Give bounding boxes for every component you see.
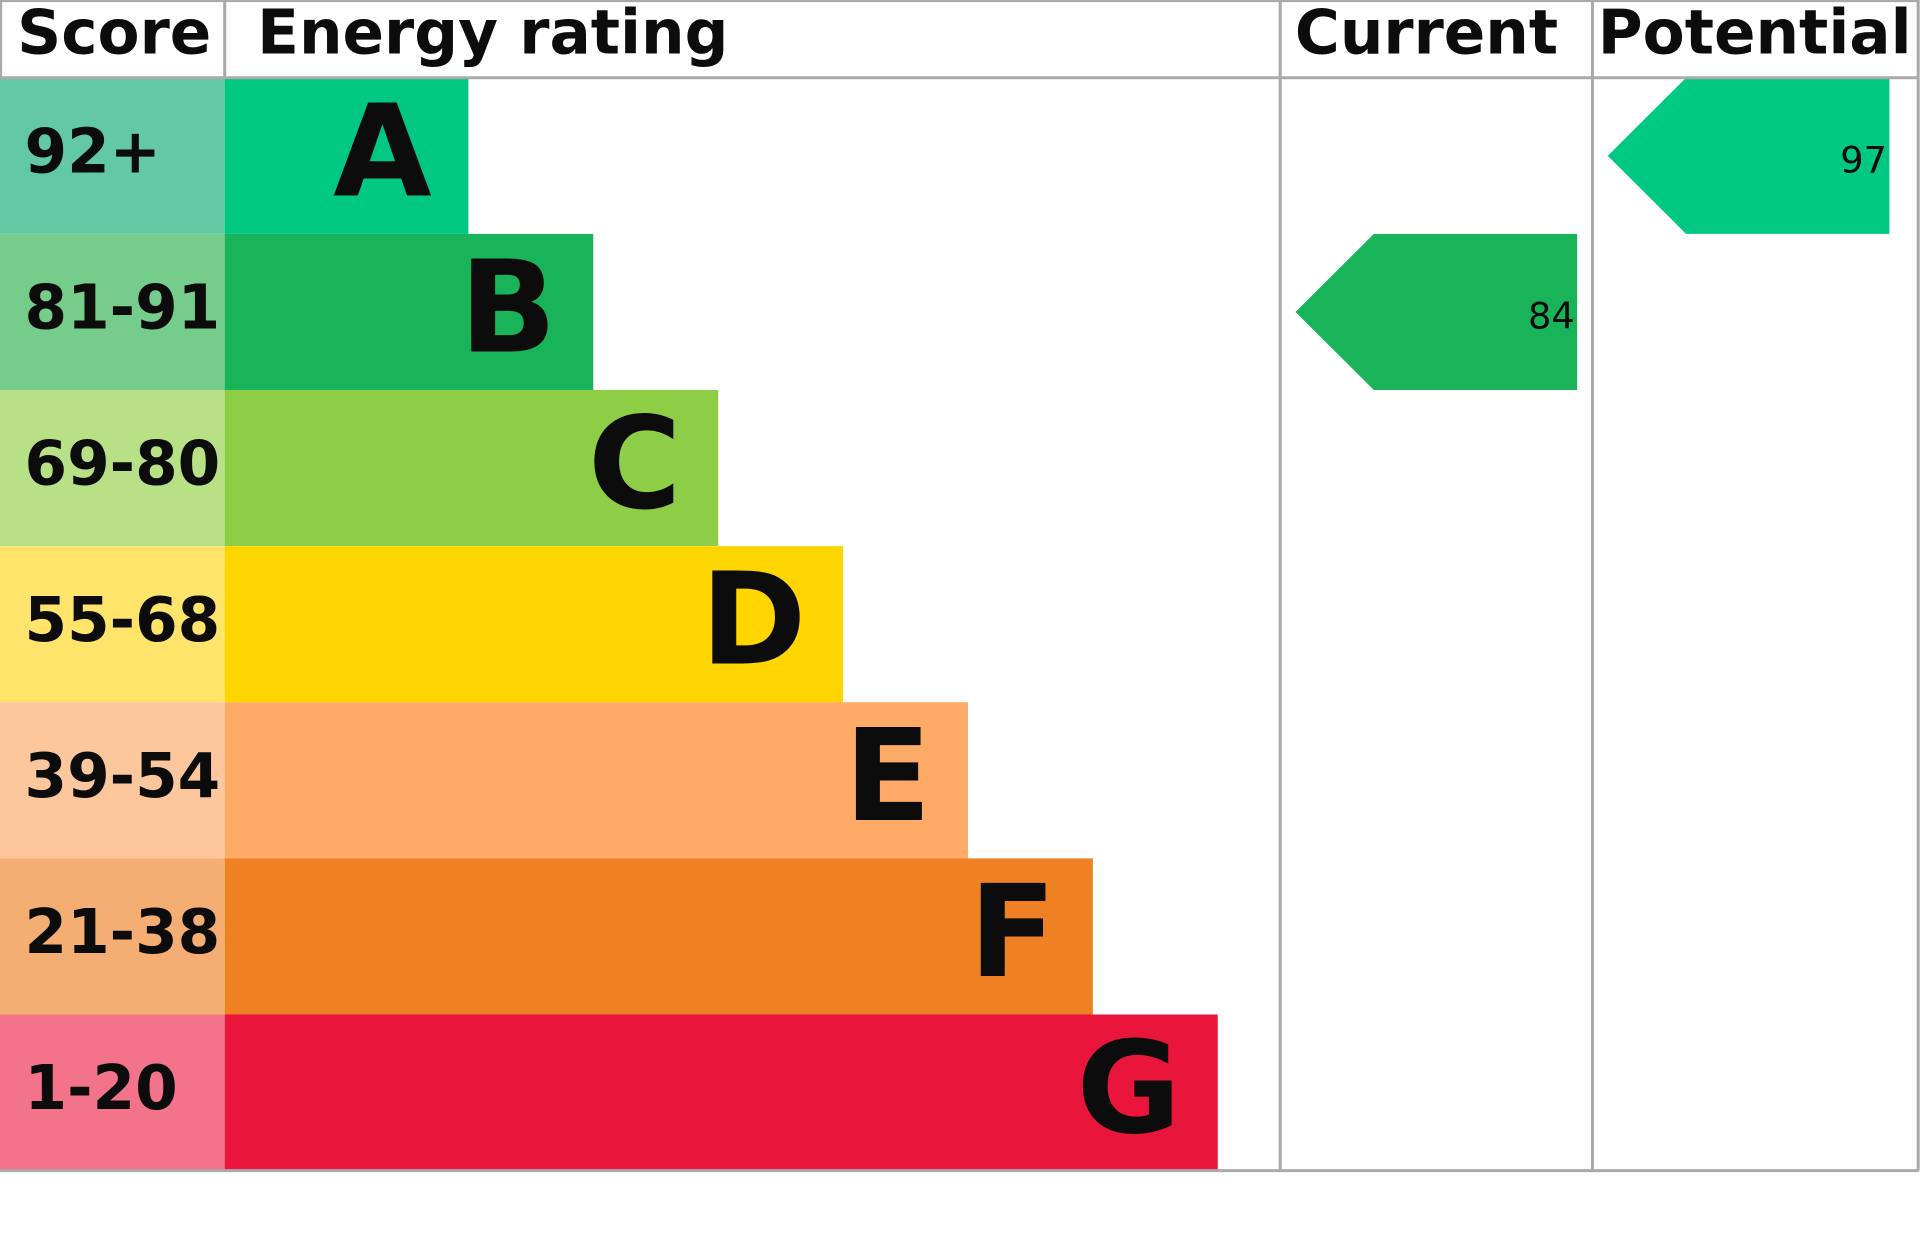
score-label: 81-91 xyxy=(24,273,220,344)
potential-arrow xyxy=(1607,77,1890,234)
current-value: 84 xyxy=(1528,295,1575,338)
header-score: Score xyxy=(17,0,211,68)
current-arrow xyxy=(1295,233,1578,391)
score-cell xyxy=(0,390,225,547)
potential-value: 97 xyxy=(1840,138,1887,181)
header-potential: Potential xyxy=(1598,0,1912,68)
score-label: 39-54 xyxy=(24,741,220,812)
score-label: 21-38 xyxy=(24,897,220,968)
rating-letter: C xyxy=(588,391,681,539)
rating-bar xyxy=(224,858,1093,1015)
score-label: 55-68 xyxy=(24,585,220,656)
rating-bar xyxy=(224,390,719,547)
rating-letter: A xyxy=(333,78,432,226)
header-current: Current xyxy=(1295,0,1558,68)
rating-bar xyxy=(224,546,844,703)
rating-letter: E xyxy=(844,703,931,851)
score-cell xyxy=(0,858,225,1015)
score-label: 92+ xyxy=(24,116,161,187)
score-cell xyxy=(0,1014,225,1171)
rating-letter: F xyxy=(969,859,1056,1007)
rating-bar xyxy=(224,233,594,391)
rating-letter: G xyxy=(1077,1015,1182,1163)
score-cell xyxy=(0,233,225,391)
header-rating: Energy rating xyxy=(257,0,728,68)
rating-bar xyxy=(224,1014,1218,1171)
score-cell xyxy=(0,77,225,234)
score-cell xyxy=(0,546,225,703)
score-label: 69-80 xyxy=(24,429,220,500)
score-cell xyxy=(0,702,225,859)
rating-bar xyxy=(224,702,968,859)
rating-letter: D xyxy=(701,547,807,695)
rating-bar xyxy=(224,77,469,234)
rating-letter: B xyxy=(459,235,556,383)
score-label: 1-20 xyxy=(24,1053,177,1124)
